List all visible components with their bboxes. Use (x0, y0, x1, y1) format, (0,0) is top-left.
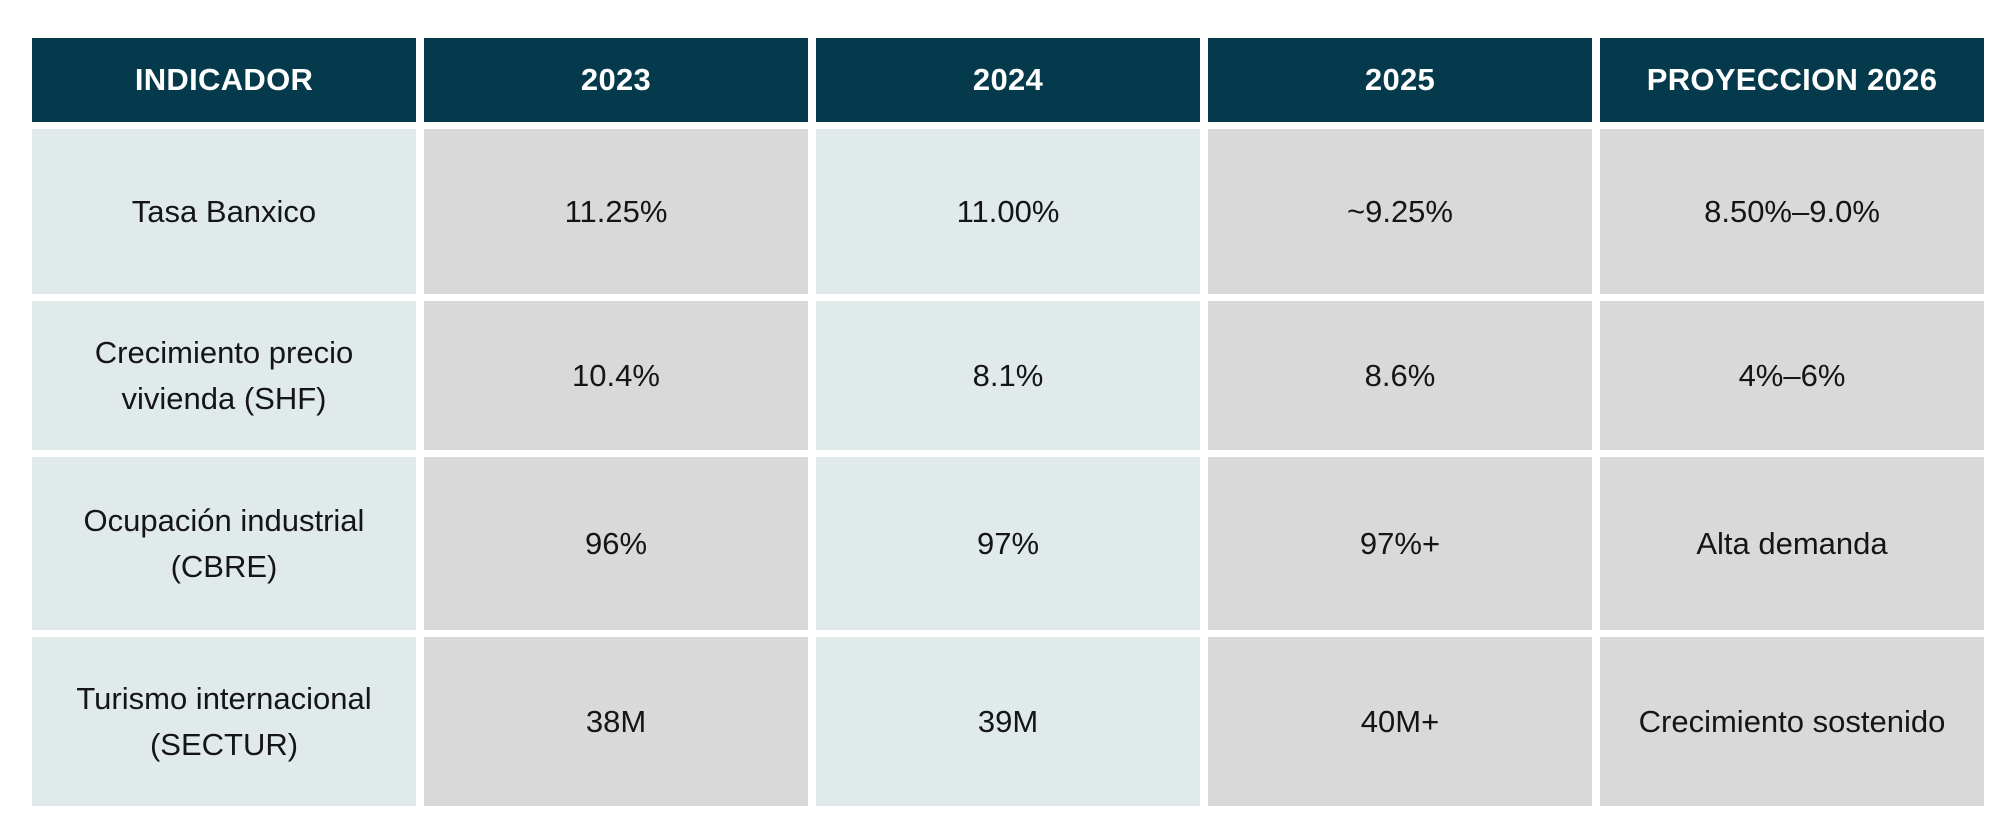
table-cell: 38M (424, 637, 808, 806)
table-cell: 8.6% (1208, 301, 1592, 450)
table-cell: 11.25% (424, 129, 808, 294)
header-2025: 2025 (1208, 38, 1592, 122)
header-2024: 2024 (816, 38, 1200, 122)
table-cell: 39M (816, 637, 1200, 806)
header-2023: 2023 (424, 38, 808, 122)
table-cell: 97%+ (1208, 457, 1592, 630)
table-cell: 40M+ (1208, 637, 1592, 806)
row-label-turismo-internacional: Turismo internacional (SECTUR) (32, 637, 416, 806)
table-cell: Crecimiento sostenido (1600, 637, 1984, 806)
table-cell: 11.00% (816, 129, 1200, 294)
table-cell: 97% (816, 457, 1200, 630)
header-proyeccion-2026: PROYECCION 2026 (1600, 38, 1984, 122)
table-cell: 8.1% (816, 301, 1200, 450)
row-label-crecimiento-vivienda: Crecimiento precio vivienda (SHF) (32, 301, 416, 450)
header-indicador: INDICADOR (32, 38, 416, 122)
table-cell: ~9.25% (1208, 129, 1592, 294)
row-label-ocupacion-industrial: Ocupación industrial (CBRE) (32, 457, 416, 630)
table-cell: 8.50%–9.0% (1600, 129, 1984, 294)
data-table: INDICADOR 2023 2024 2025 PROYECCION 2026… (32, 38, 1984, 806)
table-cell: 96% (424, 457, 808, 630)
row-label-tasa-banxico: Tasa Banxico (32, 129, 416, 294)
table-cell: 10.4% (424, 301, 808, 450)
table-cell: 4%–6% (1600, 301, 1984, 450)
table-cell: Alta demanda (1600, 457, 1984, 630)
